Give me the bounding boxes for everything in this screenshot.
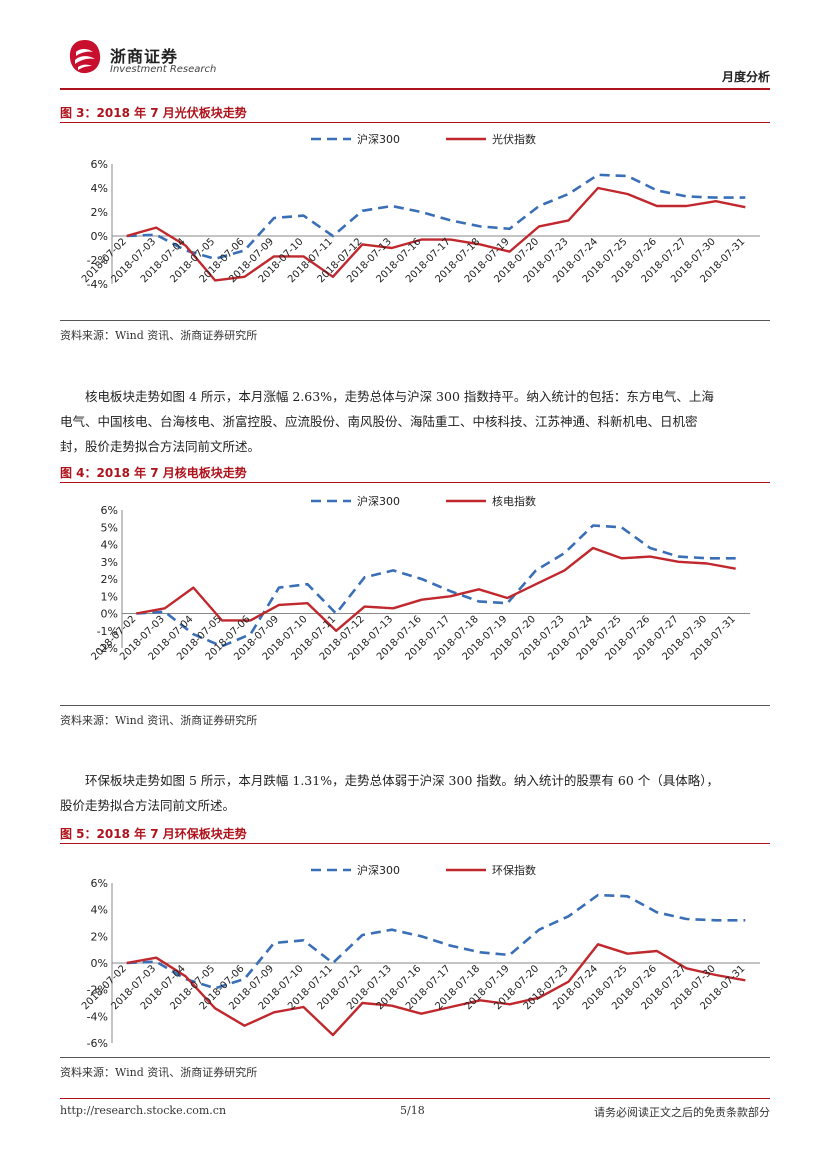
figure-5-bottom-rule (60, 1057, 770, 1058)
y-tick-label: -4% (87, 278, 108, 291)
figure-4-chart: -2%-1%0%1%2%3%4%5%6%2018-07-022018-07-03… (90, 494, 750, 663)
footer-page-number: 5/18 (400, 1104, 425, 1117)
nuclear-paragraph: 核电板块走势如图 4 所示，本月涨幅 2.63%，走势总体与沪深 300 指数持… (60, 384, 772, 459)
y-tick-label: -6% (87, 1037, 108, 1050)
nuclear-paragraph-line-2: 电气、中国核电、台海核电、浙富控股、应流股份、南风股份、海陆重工、中核科技、江苏… (60, 414, 698, 429)
figure-5-source: 资料来源：Wind 资讯、浙商证券研究所 (60, 1066, 258, 1079)
y-tick-label: 0% (91, 230, 108, 243)
y-tick-label: 6% (91, 877, 108, 890)
nuclear-paragraph-line-3: 封，股价走势拟合方法同前文所述。 (60, 439, 261, 454)
y-tick-label: -4% (87, 1010, 108, 1023)
section-label: 月度分析 (721, 70, 770, 84)
figure-5-title: 图 5：2018 年 7 月环保板块走势 (60, 827, 247, 841)
y-tick-label: -1% (97, 625, 118, 638)
y-tick-label: 3% (101, 556, 118, 569)
figure-4-bottom-rule (60, 705, 770, 706)
figure-3-title: 图 3：2018 年 7 月光伏板块走势 (60, 106, 247, 120)
sector-series-line (136, 546, 736, 633)
y-tick-label: 2% (91, 930, 108, 943)
y-tick-label: 2% (101, 573, 118, 586)
footer-disclaimer: 请务必阅读正文之后的免责条款部分 (594, 1106, 770, 1119)
figure-4-title: 图 4：2018 年 7 月核电板块走势 (60, 466, 247, 480)
environment-paragraph-line-2: 股价走势拟合方法同前文所述。 (60, 798, 236, 813)
legend-hs300-label: 沪深300 (357, 494, 400, 508)
header-rule (60, 88, 770, 90)
legend-sector-label: 环保指数 (492, 863, 536, 877)
footer-rule (60, 1098, 770, 1099)
y-tick-label: 1% (101, 590, 118, 603)
nuclear-paragraph-line-1: 核电板块走势如图 4 所示，本月涨幅 2.63%，走势总体与沪深 300 指数持… (85, 389, 714, 404)
y-tick-label: 6% (101, 504, 118, 517)
page-header: 浙商证券 Investment Research 月度分析 (60, 38, 770, 86)
hs300-series-line (136, 524, 736, 648)
y-tick-label: 4% (91, 904, 108, 917)
figure-5-chart: -6%-4%-2%0%2%4%6%2018-07-022018-07-03201… (80, 863, 760, 1050)
legend-hs300-label: 沪深300 (357, 863, 400, 877)
footer-url[interactable]: http://research.stocke.com.cn (60, 1104, 227, 1117)
figure-4-source: 资料来源：Wind 资讯、浙商证券研究所 (60, 714, 258, 727)
figure-3-source: 资料来源：Wind 资讯、浙商证券研究所 (60, 329, 258, 342)
company-logo-icon (69, 40, 101, 74)
figure-5-top-rule (60, 843, 770, 844)
y-tick-label: 4% (91, 182, 108, 195)
legend-hs300-label: 沪深300 (357, 132, 400, 146)
company-name-en: Investment Research (110, 64, 217, 75)
figure-3-top-rule (60, 122, 770, 123)
y-tick-label: 0% (101, 608, 118, 621)
hs300-series-line (126, 893, 746, 990)
figure-3-chart: -4%-2%0%2%4%6%2018-07-022018-07-032018-0… (80, 132, 760, 291)
legend-sector-label: 核电指数 (492, 494, 536, 508)
y-tick-label: 0% (91, 957, 108, 970)
legend-sector-label: 光伏指数 (492, 132, 536, 146)
y-tick-label: -2% (97, 642, 118, 655)
y-tick-label: -2% (87, 984, 108, 997)
y-tick-label: 5% (101, 521, 118, 534)
sector-series-line (126, 943, 746, 1037)
figure-3-bottom-rule (60, 320, 770, 321)
y-tick-label: 2% (91, 206, 108, 219)
y-tick-label: 6% (91, 158, 108, 171)
y-tick-label: -2% (87, 254, 108, 267)
environment-paragraph: 环保板块走势如图 5 所示，本月跌幅 1.31%，走势总体弱于沪深 300 指数… (60, 768, 772, 818)
environment-paragraph-line-1: 环保板块走势如图 5 所示，本月跌幅 1.31%，走势总体弱于沪深 300 指数… (85, 773, 719, 788)
figure-4-top-rule (60, 482, 770, 483)
y-tick-label: 4% (101, 539, 118, 552)
company-name-cn: 浙商证券 (110, 47, 179, 66)
sector-series-line (126, 186, 746, 282)
